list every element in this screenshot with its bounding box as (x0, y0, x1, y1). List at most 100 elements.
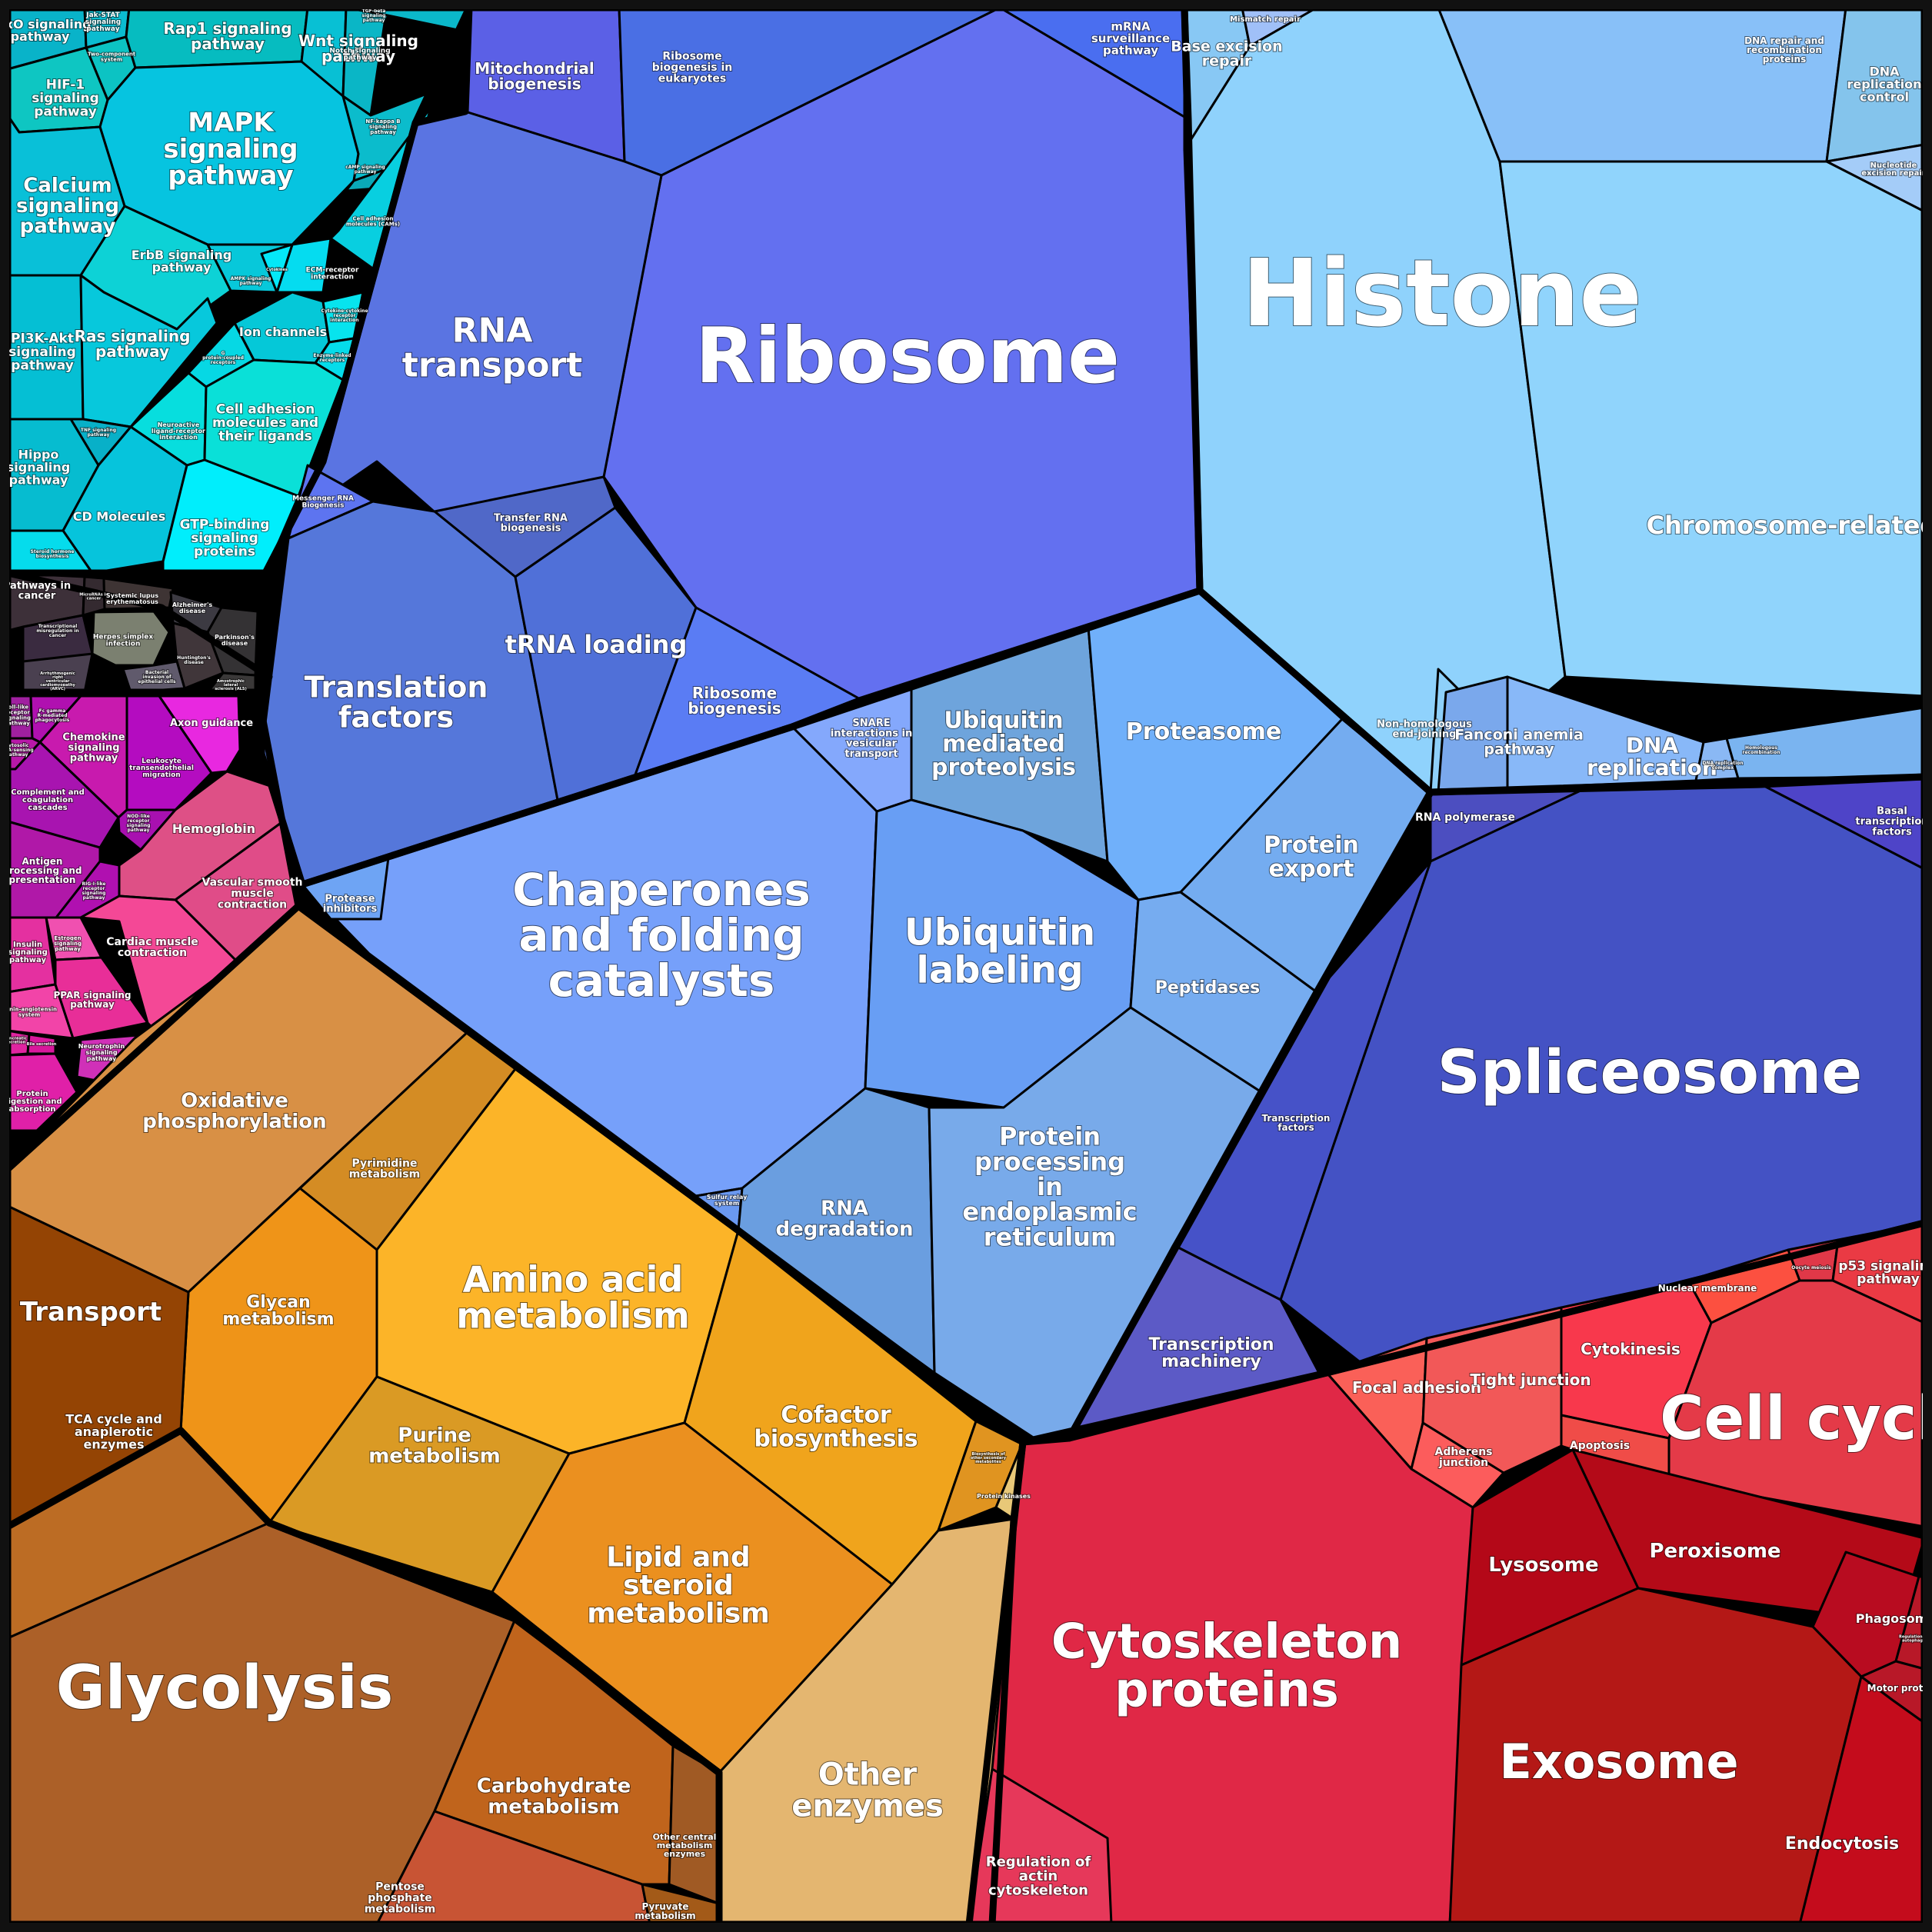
cell-label: MAPK signaling pathway (163, 107, 298, 191)
cell-label: Renin-angiotensin system (2, 1006, 57, 1018)
cell-label: Amyotrophic lateral sclerosis (ALS) (215, 678, 247, 691)
cell-label: DNA replication control (1847, 64, 1922, 104)
cell-label: Basal transcription factors (1855, 805, 1928, 838)
cell-label: Herpes simplex infection (93, 633, 154, 648)
cell-label: Transfer RNA biogenesis (494, 512, 568, 534)
cell-label: Hippo signaling pathway (7, 447, 70, 487)
cell-label: NOD-like receptor signaling pathway (127, 813, 151, 832)
cell-label: Transcription machinery (1148, 1335, 1274, 1371)
cell-label: Lipid and steroid metabolism (587, 1541, 770, 1629)
cell-ppar-signaling-pathway (54, 956, 149, 1040)
cell-label: Neurotrophin signaling pathway (78, 1042, 125, 1061)
cell-label: Two-component system (88, 51, 136, 62)
cell-cytokines (260, 243, 294, 294)
cell-label: Spliceosome (1437, 1038, 1862, 1108)
cell-label: AMPK signaling pathway (231, 275, 271, 285)
cell-label: Adherens junction (1434, 1446, 1492, 1469)
cell-label: Leukocyte transendothelial migration (129, 757, 194, 778)
cell-label: Nuclear membrane (1658, 1283, 1757, 1294)
cell-label: SNARE interactions in vesicular transport (831, 718, 912, 760)
cell-label: Amino acid metabolism (456, 1258, 690, 1336)
cell-label: Homologous recombination (1743, 744, 1780, 754)
cell-label: Protein export (1264, 831, 1359, 882)
cell-label: Ribosome biogenesis (688, 683, 781, 717)
cell-label: Oxidative phosphorylation (142, 1089, 326, 1133)
cell-label: Motor proteins (1867, 1683, 1932, 1694)
cell-label: Insulin signaling pathway (8, 941, 48, 964)
cell-label: Ion channels (239, 325, 327, 339)
cell-label: p53 signaling pathway (1838, 1258, 1932, 1287)
cell-label: Protein processing in endoplasmic reticulum (962, 1122, 1137, 1252)
cell-label: Mismatch repair (1230, 15, 1301, 24)
cell-label: Cell cycle (1660, 1384, 1932, 1454)
cell-label: Nucleotide excision repair (1861, 162, 1925, 178)
cell-label: Alzheimer's disease (172, 601, 213, 614)
cell-label: Axon guidance (170, 718, 253, 729)
cell-label: Focal adhesion (1352, 1378, 1481, 1397)
cell-label: Hemoglobin (172, 821, 255, 836)
cell-label: Pyruvate metabolism (635, 1900, 695, 1920)
cell-label: Fc gamma R-mediated phagocytosis (35, 708, 70, 722)
cell-label: Pancreatic secretion (4, 1036, 27, 1044)
cell-label: Cardiac muscle contraction (106, 936, 198, 959)
cell-label: RNA degradation (775, 1197, 913, 1241)
cell-label: Ribosome (695, 311, 1120, 401)
cell-label: Steroid hormone biosynthesis (31, 548, 75, 558)
cell-label: Wnt signaling pathway (298, 31, 418, 65)
cell-label: Jak-STAT signaling pathway (85, 11, 121, 32)
cell-label: Pyrimidine metabolism (349, 1158, 420, 1181)
cell-label: Enzyme-linked receptors (313, 352, 351, 362)
cell-label: PPAR signaling pathway (53, 989, 131, 1009)
cell-label: Rap1 signaling pathway (163, 18, 291, 52)
cell-label: cAMP signaling pathway (345, 164, 385, 174)
cell-label: ECM-receptor interaction (306, 266, 359, 281)
cell-label: MicroRNAs in cancer (79, 592, 108, 601)
cell-label: CD Molecules (73, 509, 166, 524)
cell-label: Chemokine signaling pathway (62, 731, 125, 764)
cell-label: RNA transport (402, 311, 582, 385)
cell-label: Cell adhesion molecules and their ligands (212, 402, 318, 445)
cell-label: Cofactor biosynthesis (754, 1401, 918, 1452)
cell-label: Base excision repair (1171, 38, 1282, 69)
cell-label: Protein kinases (977, 1493, 1031, 1500)
cell-label: Phagosome (1856, 1611, 1932, 1626)
cell-label: Oocyte meiosis (1791, 1265, 1831, 1271)
cell-label: Transcriptional misregulation in cancer (36, 623, 78, 638)
cell-label: RIG-I-like receptor signaling pathway (82, 881, 105, 900)
cell-label: TNF signaling pathway (81, 427, 116, 437)
cell-label: ErbB signaling pathway (132, 247, 232, 274)
cell-label: GTP-binding signaling proteins (180, 518, 270, 560)
label-layer: FoxO signalingpathwayJak-STATsignalingpa… (0, 7, 1932, 1921)
cell-label: Fanconi anemia pathway (1454, 726, 1584, 758)
cell-label: Ubiquitin mediated proteolysis (931, 707, 1076, 781)
cell-label: Calcium signaling pathway (16, 174, 119, 238)
cell-label: Cytosolic DNA-sensing pathway (0, 742, 33, 757)
cell-label: Apoptosis (1570, 1440, 1630, 1452)
cell-label: Transport (20, 1297, 162, 1327)
cell-label: Messenger RNA Biogenesis (292, 495, 354, 509)
cell-label: Vascular smooth muscle contraction (202, 877, 303, 911)
cell-label: Protein digestion and absorption (2, 1090, 62, 1114)
cell-label: Toll-like receptor signaling pathway (3, 704, 31, 726)
cell-carbohydrate-metabolism (433, 1617, 675, 1886)
cell-label: Biosynthesis of other secondary metabolite… (971, 1451, 1007, 1464)
cell-label: Carbohydrate metabolism (477, 1774, 631, 1818)
cell-label: Cell adhesion molecules (CAMs) (346, 215, 400, 227)
cell-label: HIF-1 signaling pathway (32, 78, 99, 120)
cell-label: Complement and coagulation cascades (11, 788, 85, 812)
cell-label: DNA replication complex (1702, 760, 1743, 770)
cell-label: Ribosome biogenesis in eukaryotes (652, 51, 733, 85)
cell-label: Ubiquitin labeling (904, 911, 1095, 992)
cell-label: PI3K-Akt signaling pathway (8, 331, 76, 374)
cell-label: mRNA surveillance pathway (1091, 19, 1170, 57)
cell-axon-guidance (158, 695, 242, 774)
cell-label: Cytoskeleton proteins (1051, 1613, 1402, 1717)
cell-label: Chaperones and folding catalysts (512, 864, 810, 1007)
cell-label: Antigen processing and presentation (3, 855, 82, 884)
cell-label: Exosome (1499, 1734, 1738, 1790)
